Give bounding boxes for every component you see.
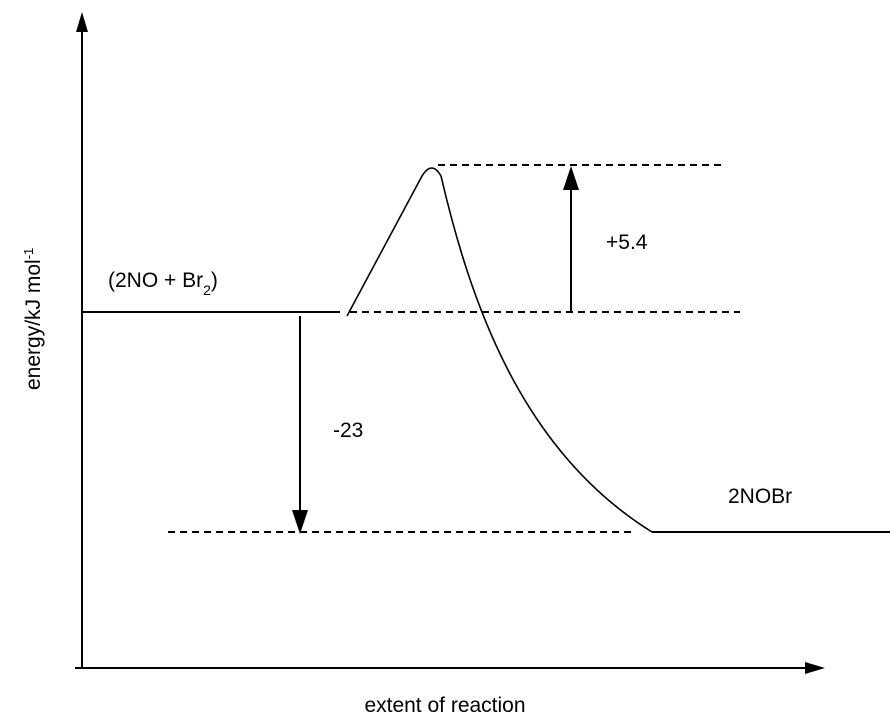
products-label: 2NOBr: [728, 485, 792, 508]
y-axis-label: energy/kJ mol-1: [21, 248, 46, 390]
y-axis-label-superscript: -1: [21, 248, 36, 260]
reaction-energy-label: -23: [333, 419, 363, 442]
x-axis-label: extent of reaction: [364, 694, 525, 717]
activation-energy-arrowhead: [563, 166, 579, 190]
activation-energy-label: +5.4: [606, 231, 648, 254]
y-axis-arrowhead: [76, 12, 88, 32]
reactants-label-main: (2NO + Br: [108, 269, 203, 292]
reactants-label-subscript: 2: [203, 282, 211, 298]
reaction-curve: [346, 167, 653, 533]
reactants-label-close: ): [211, 269, 218, 292]
y-axis-label-main: energy/kJ mol: [22, 259, 45, 390]
x-axis-arrowhead: [805, 662, 825, 674]
reaction-energy-arrowhead: [292, 510, 308, 534]
reactants-label: (2NO + Br2): [108, 269, 218, 298]
